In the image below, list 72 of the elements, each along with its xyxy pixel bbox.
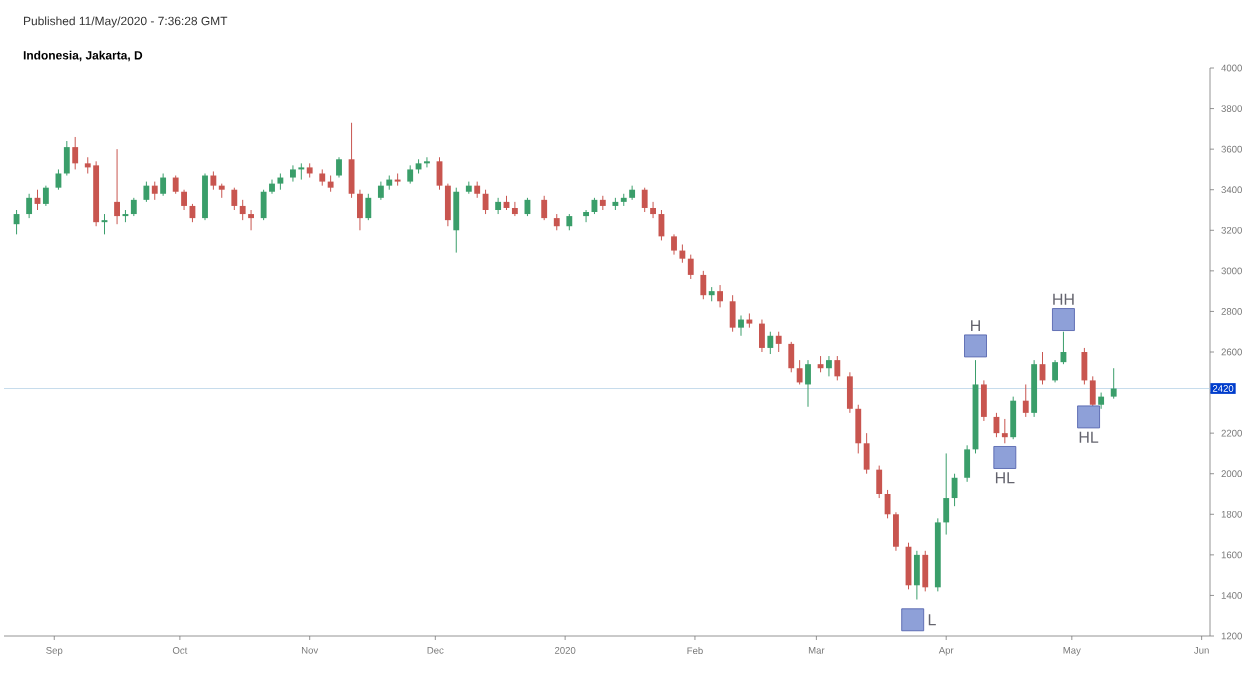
candlestick [298, 162, 305, 181]
candlestick [583, 209, 589, 223]
candlestick [181, 189, 187, 211]
candlestick [357, 189, 363, 231]
candlestick [63, 140, 70, 177]
candlestick [855, 404, 862, 454]
candlestick [641, 187, 648, 213]
candlestick [290, 164, 296, 183]
candlestick [876, 465, 883, 499]
candlestick [260, 189, 267, 221]
candlestick [239, 199, 246, 221]
candlestick [231, 187, 238, 211]
candlestick [717, 284, 723, 308]
candlestick [151, 181, 158, 201]
candlestick [394, 172, 401, 187]
candlestick [650, 201, 656, 219]
candlestick [964, 444, 971, 483]
candlestick [951, 473, 958, 507]
candlestick [826, 355, 832, 377]
candlestick [377, 181, 384, 201]
candlestick [700, 270, 707, 300]
candlestick [1110, 367, 1117, 400]
candlestick [738, 314, 744, 337]
candlestick [210, 170, 217, 191]
candlestick [160, 172, 167, 197]
candlestick [248, 209, 254, 231]
candlestick [1098, 392, 1105, 410]
candlestick [775, 331, 782, 353]
candlestick [495, 197, 502, 215]
candlestick [913, 550, 920, 600]
candlestick [805, 359, 811, 408]
candlestick [1001, 418, 1008, 444]
candlestick [893, 511, 899, 552]
candlestick [172, 175, 179, 195]
candlestick [1081, 347, 1088, 385]
candlestick [143, 181, 150, 203]
candlestick [884, 489, 891, 519]
candlestick [511, 201, 518, 217]
candlestick [922, 550, 929, 592]
candlestick [348, 122, 355, 199]
candlestick [834, 355, 841, 381]
candlestick [541, 195, 548, 221]
candlestick [846, 371, 853, 414]
candlestick [407, 164, 414, 185]
candlestick [1052, 359, 1058, 383]
candlestick [943, 452, 950, 536]
candlestick [687, 254, 694, 280]
candlestick [729, 294, 736, 333]
candlestick [130, 197, 137, 217]
candlestick [767, 331, 774, 355]
candlestick [42, 185, 49, 207]
candlestick [796, 359, 803, 385]
candlestick [453, 187, 460, 254]
candlestick [365, 193, 372, 221]
candlestick [679, 243, 686, 264]
candlestick [336, 156, 342, 179]
candlestick [482, 189, 489, 215]
candlestick [1010, 396, 1017, 440]
candlestick [26, 193, 33, 219]
candlestick [863, 432, 870, 475]
candlestick [114, 148, 120, 225]
candlestick [444, 183, 451, 227]
candlestick [55, 168, 62, 191]
candlestick [788, 341, 795, 373]
candlestick [671, 233, 677, 256]
candlestick [202, 172, 208, 221]
candlestick [424, 156, 430, 168]
candlestick [1089, 375, 1096, 410]
candlestick [1022, 383, 1029, 418]
candlestick [72, 136, 79, 170]
candlestick [759, 319, 765, 353]
candlestick [980, 379, 987, 422]
